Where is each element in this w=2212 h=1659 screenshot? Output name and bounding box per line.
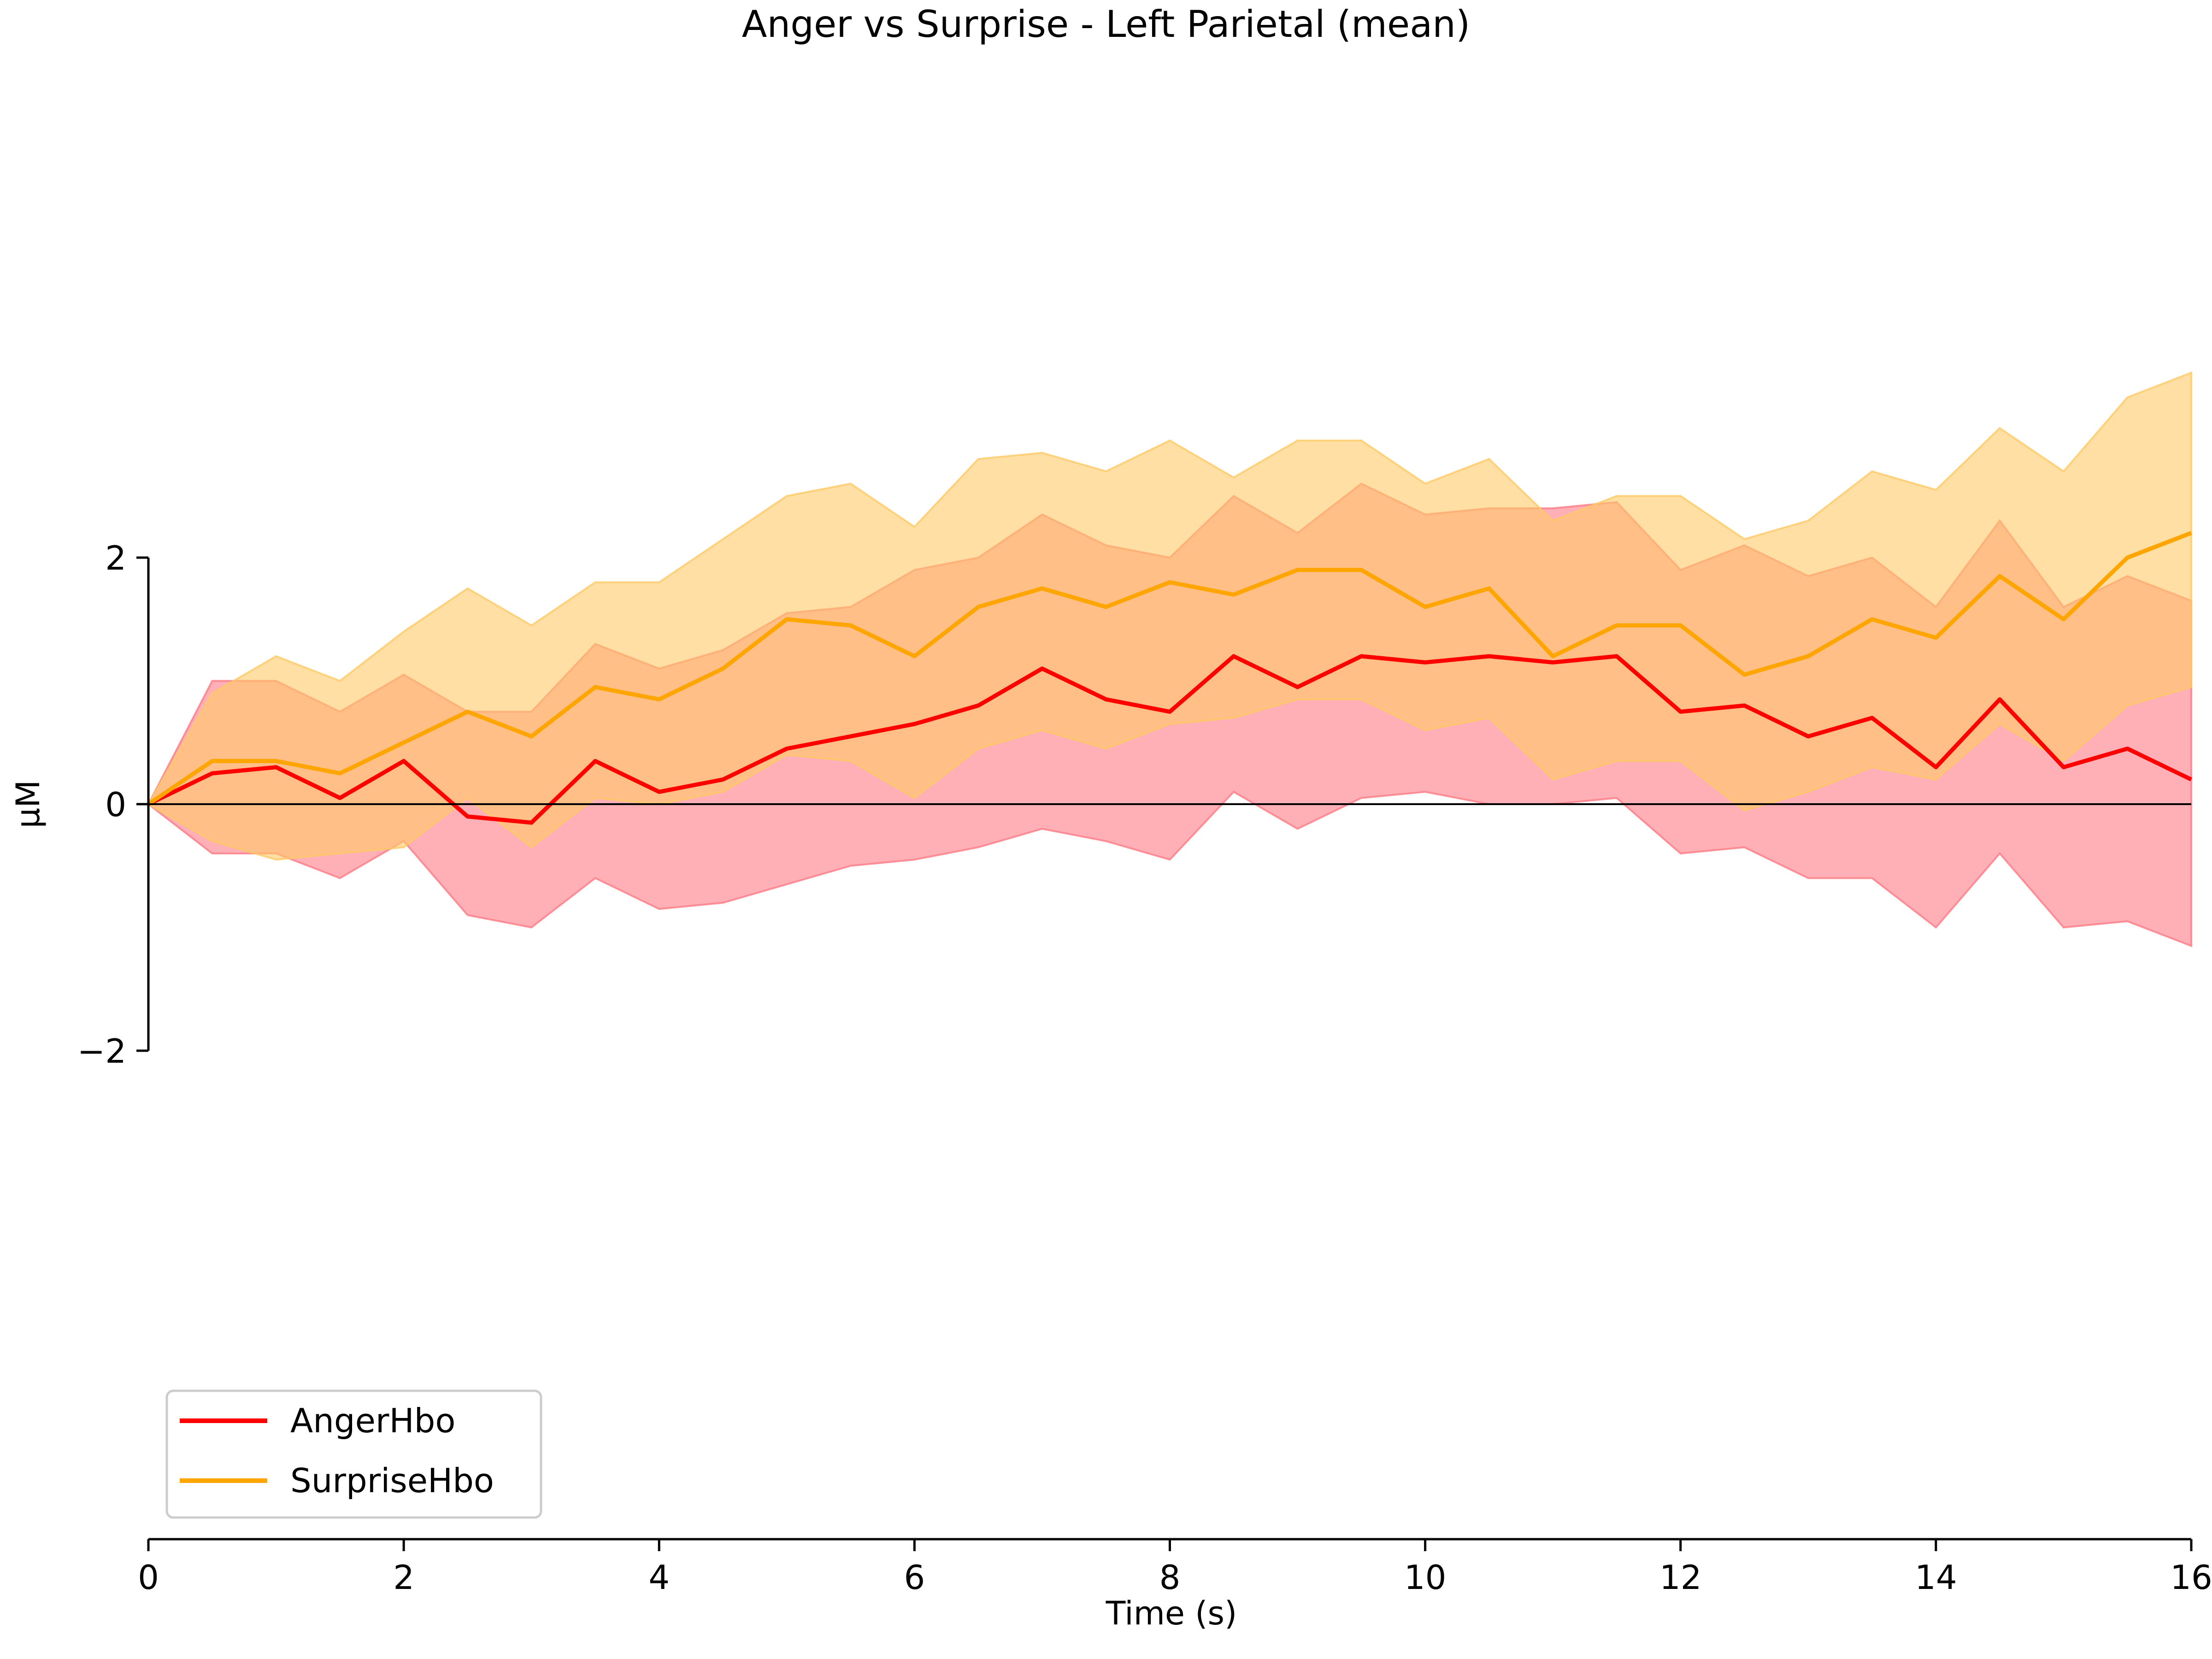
x-axis-label: Time (s) xyxy=(1106,1594,1237,1632)
y-tick-label: −2 xyxy=(77,1032,126,1071)
confidence-bands xyxy=(147,371,2192,947)
surprisehbo-band xyxy=(147,371,2192,861)
x-tick-label: 8 xyxy=(1159,1558,1181,1597)
x-tick-label: 0 xyxy=(138,1558,159,1597)
y-axis-label: µM xyxy=(9,780,47,829)
legend-label-surprise: SurpriseHbo xyxy=(290,1461,494,1500)
chart-title: Anger vs Surprise - Left Parietal (mean) xyxy=(742,3,1470,46)
legend: AngerHbo SurpriseHbo xyxy=(165,1389,542,1519)
x-tick-label: 16 xyxy=(2170,1558,2212,1597)
angerhbo-line xyxy=(147,654,2192,825)
x-tick-label: 14 xyxy=(1915,1558,1957,1597)
x-axis: 0 2 4 6 8 10 12 14 16 xyxy=(138,1538,2212,1597)
legend-label-anger: AngerHbo xyxy=(290,1401,455,1440)
y-tick-label: 0 xyxy=(105,785,126,824)
x-tick-label: 4 xyxy=(648,1558,670,1597)
x-tick-label: 2 xyxy=(393,1558,414,1597)
series-lines xyxy=(147,531,2192,825)
x-tick-label: 12 xyxy=(1659,1558,1702,1597)
x-tick-label: 6 xyxy=(904,1558,925,1597)
surprisehbo-line xyxy=(147,531,2192,806)
x-tick-label: 10 xyxy=(1404,1558,1447,1597)
y-axis: −2 0 2 xyxy=(77,539,150,1071)
y-tick-label: 2 xyxy=(105,539,126,577)
